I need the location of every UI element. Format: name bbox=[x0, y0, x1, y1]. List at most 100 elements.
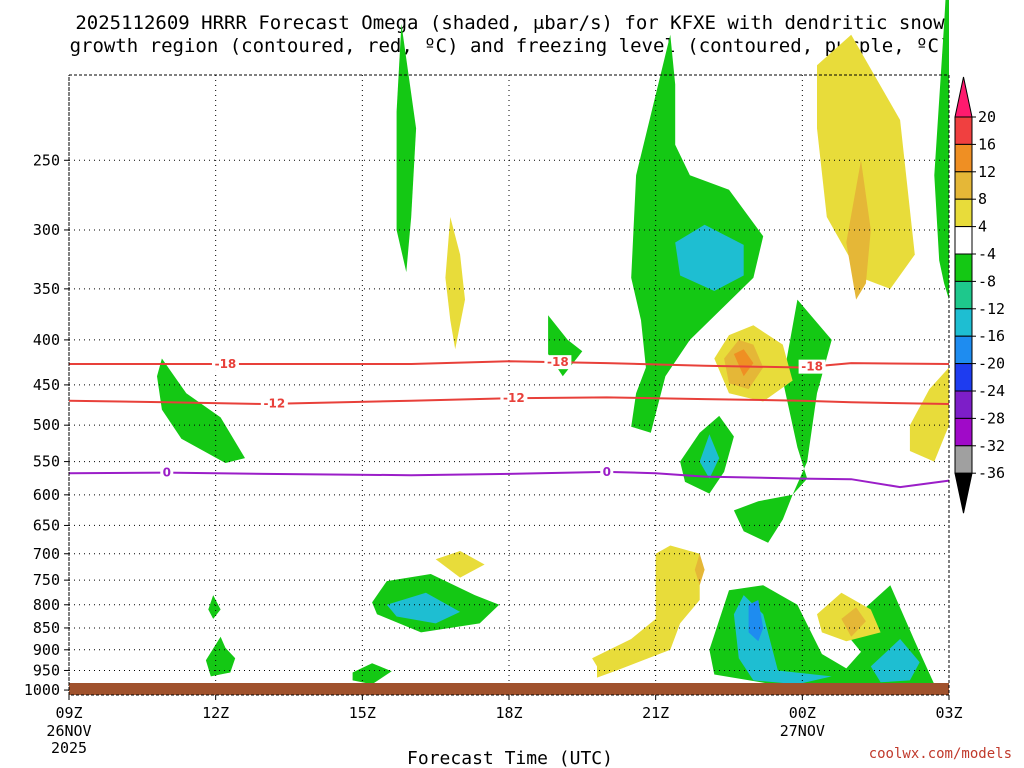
omega-region-1 bbox=[396, 24, 417, 273]
isotherm-freezing_level bbox=[68, 470, 950, 489]
y-tick-label-800: 800 bbox=[33, 596, 60, 614]
isotherm-label-dgz_top: -18 bbox=[215, 357, 237, 371]
colorbar-box-12 bbox=[954, 417, 973, 447]
y-tick-label-350: 350 bbox=[33, 280, 60, 298]
credit-link[interactable]: coolwx.com/models bbox=[869, 746, 1012, 762]
colorbar-label--28: -28 bbox=[978, 409, 1005, 427]
colorbar-box-5 bbox=[954, 226, 973, 255]
isotherm-label-dgz_top: -18 bbox=[547, 355, 569, 369]
omega-region-18 bbox=[445, 217, 465, 350]
y-tick-label-600: 600 bbox=[33, 486, 60, 504]
colorbar-label--8: -8 bbox=[978, 272, 996, 290]
x-date-label: 27NOV bbox=[780, 722, 825, 740]
isotherm-label-dgz_top: -18 bbox=[801, 360, 823, 374]
y-tick-label-550: 550 bbox=[33, 453, 60, 471]
y-axis-pressure: 250 300 350 400 450 500 550 600 650 700 750 800 850 9… bbox=[24, 151, 69, 699]
colorbar-label--12: -12 bbox=[978, 300, 1005, 318]
omega-region-12 bbox=[675, 224, 744, 291]
colorbar-box-8 bbox=[954, 308, 973, 337]
y-tick-label-450: 450 bbox=[33, 376, 60, 394]
y-tick-label-650: 650 bbox=[33, 516, 60, 534]
colorbar-label--32: -32 bbox=[978, 437, 1005, 455]
colorbar-label--20: -20 bbox=[978, 355, 1005, 373]
y-tick-label-950: 950 bbox=[33, 661, 60, 679]
isotherm-label-freezing_level: 0 bbox=[163, 466, 171, 480]
y-tick-label-400: 400 bbox=[33, 331, 60, 349]
isotherm-label-bg bbox=[798, 359, 826, 374]
x-tick-label-09Z: 09Z bbox=[55, 704, 82, 722]
omega-region-9 bbox=[208, 595, 221, 619]
x-tick-label-12Z: 12Z bbox=[202, 704, 229, 722]
isotherm-label-dgz_bottom: -12 bbox=[263, 397, 285, 411]
terrain-below-ground bbox=[69, 683, 949, 695]
omega-region-19 bbox=[435, 551, 485, 578]
omega-region-27 bbox=[841, 607, 866, 637]
colorbar-label--4: -4 bbox=[978, 245, 996, 263]
colorbar-label--16: -16 bbox=[978, 327, 1005, 345]
y-tick-label-250: 250 bbox=[33, 151, 60, 169]
y-tick-label-300: 300 bbox=[33, 221, 60, 239]
colorbar-label-4: 4 bbox=[978, 218, 987, 236]
y-tick-label-500: 500 bbox=[33, 416, 60, 434]
colorbar-label--36: -36 bbox=[978, 464, 1005, 482]
omega-region-24 bbox=[909, 367, 949, 462]
y-tick-label-700: 700 bbox=[33, 545, 60, 563]
colorbar-label--24: -24 bbox=[978, 382, 1005, 400]
isotherm-label-bg bbox=[544, 355, 572, 370]
colorbar-box-1 bbox=[954, 116, 973, 145]
isotherm-label-bg bbox=[211, 356, 239, 371]
colorbar-box-7 bbox=[954, 280, 973, 310]
omega-region-16 bbox=[870, 639, 920, 683]
colorbar-box-2 bbox=[954, 143, 973, 173]
x-year-label: 2025 bbox=[51, 739, 87, 757]
colorbar-label-20: 20 bbox=[978, 108, 996, 126]
colorbar-box-10 bbox=[954, 363, 973, 392]
plot-area: -18 -18 -18 -12 -12 0 0 bbox=[68, 0, 950, 696]
colorbar-box-11 bbox=[954, 390, 973, 419]
y-tick-label-750: 750 bbox=[33, 571, 60, 589]
colorbar-legend: 20 16 12 8 4 -4 -8 -12 -16 -20 -24 -28 -32 -36 bbox=[954, 76, 1005, 514]
x-axis-title: Forecast Time (UTC) bbox=[407, 748, 613, 768]
omega-region-14 bbox=[386, 592, 461, 624]
x-tick-label-15Z: 15Z bbox=[349, 704, 376, 722]
isotherm-label-bg bbox=[160, 465, 174, 480]
isotherm-lines: -18 -18 -18 -12 -12 0 0 bbox=[68, 355, 950, 489]
isotherm-label-freezing_level: 0 bbox=[603, 465, 611, 479]
colorbar-box-4 bbox=[954, 198, 973, 228]
x-tick-label-00Z: 00Z bbox=[789, 704, 816, 722]
colorbar-box-3 bbox=[954, 171, 973, 200]
isotherm-dgz_bottom bbox=[68, 396, 950, 406]
omega-region-13 bbox=[699, 434, 720, 479]
colorbar-label-16: 16 bbox=[978, 135, 996, 153]
chart-title-line1: 2025112609 HRRR Forecast Omega (shaded, … bbox=[75, 12, 945, 34]
colorbar-box-13 bbox=[954, 445, 973, 474]
x-tick-label-18Z: 18Z bbox=[495, 704, 522, 722]
omega-region-23 bbox=[817, 34, 915, 289]
colorbar-box-9 bbox=[954, 335, 973, 365]
x-tick-label-21Z: 21Z bbox=[642, 704, 669, 722]
y-tick-label-900: 900 bbox=[33, 641, 60, 659]
colorbar-label-12: 12 bbox=[978, 163, 996, 181]
isotherm-label-bg bbox=[600, 464, 614, 479]
colorbar-box-6 bbox=[954, 253, 973, 282]
omega-region-20 bbox=[592, 545, 700, 678]
colorbar-top-arrow bbox=[954, 76, 973, 118]
y-tick-label-1000: 1000 bbox=[24, 681, 60, 699]
omega-region-29 bbox=[733, 349, 754, 377]
omega-region-7 bbox=[352, 663, 392, 685]
chart-title-line2: growth region (contoured, red, ºC) and f… bbox=[70, 35, 951, 57]
x-tick-label-03Z: 03Z bbox=[935, 704, 962, 722]
isotherm-label-bg bbox=[260, 396, 288, 411]
omega-region-17 bbox=[748, 600, 764, 642]
x-date-label: 26NOV bbox=[46, 722, 91, 740]
y-tick-label-850: 850 bbox=[33, 619, 60, 637]
omega-region-25 bbox=[694, 553, 705, 586]
omega-region-28 bbox=[846, 160, 871, 300]
colorbar-bottom-arrow bbox=[954, 472, 973, 514]
isotherm-label-bg bbox=[500, 391, 528, 406]
omega-region-8 bbox=[205, 636, 236, 677]
isotherm-label-dgz_bottom: -12 bbox=[503, 391, 525, 405]
colorbar-label-8: 8 bbox=[978, 190, 987, 208]
